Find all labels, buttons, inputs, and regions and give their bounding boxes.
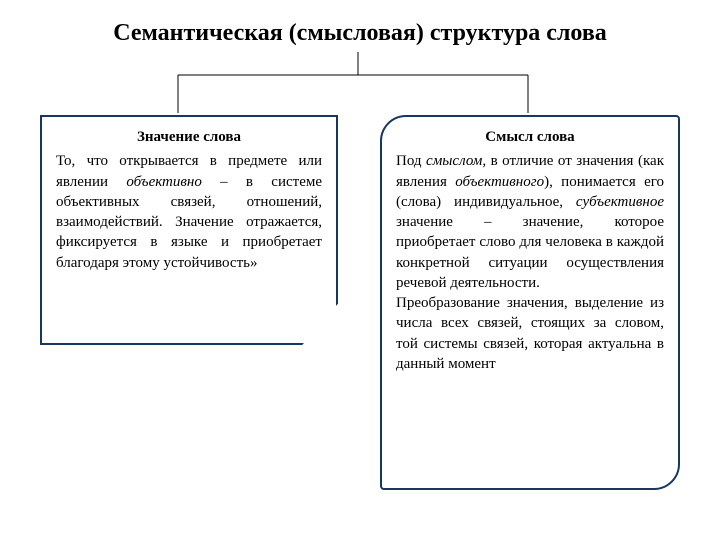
slide: Семантическая (смысловая) структура слов… bbox=[0, 0, 720, 540]
right-box: Смысл слова Под смыслом, в отличие от зн… bbox=[380, 115, 680, 490]
left-box-title: Значение слова bbox=[56, 127, 322, 147]
right-box-body: Под смыслом, в отличие от значения (как … bbox=[396, 151, 664, 374]
right-box-title: Смысл слова bbox=[396, 127, 664, 147]
left-box-body: То, что открывается в предмете или явлен… bbox=[56, 151, 322, 273]
slide-title: Семантическая (смысловая) структура слов… bbox=[0, 20, 720, 47]
left-box: Значение слова То, что открывается в пре… bbox=[40, 115, 338, 345]
